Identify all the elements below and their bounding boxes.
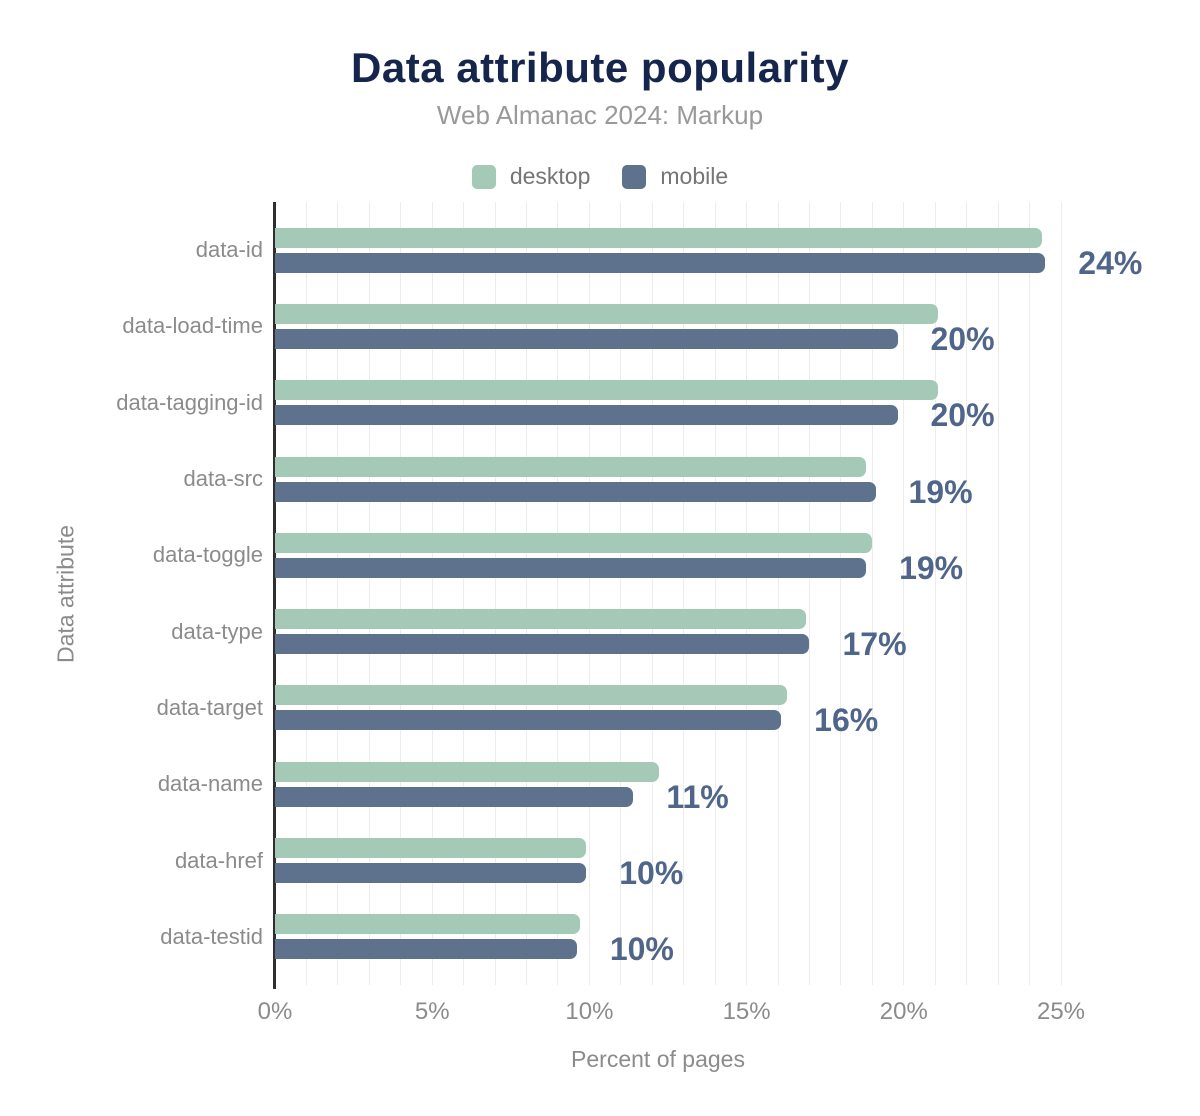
gridline xyxy=(494,202,496,985)
gridline xyxy=(871,202,873,985)
category-label: data-href xyxy=(174,847,263,873)
x-tick-label: 20% xyxy=(879,998,928,1025)
gridline xyxy=(714,202,716,985)
gridline xyxy=(557,202,559,985)
mobile-bar xyxy=(275,939,577,960)
value-label: 10% xyxy=(609,931,674,968)
category-label: data-type xyxy=(171,618,263,644)
chart-subtitle: Web Almanac 2024: Markup xyxy=(436,100,764,130)
mobile-bar xyxy=(275,634,810,655)
x-tick-label: 25% xyxy=(1036,998,1086,1025)
value-label: 20% xyxy=(930,397,995,434)
gridline xyxy=(620,202,622,985)
value-label: 19% xyxy=(908,473,973,510)
value-label: 11% xyxy=(666,778,729,815)
desktop-bar xyxy=(275,456,867,477)
x-tick-label: 0% xyxy=(257,998,293,1025)
mobile-bar xyxy=(275,557,867,578)
bar-group-data-target: 16% xyxy=(275,670,1061,746)
category-label: data-src xyxy=(183,466,263,492)
mobile-bar xyxy=(275,405,898,426)
mobile-bar xyxy=(275,328,898,349)
legend-label: desktop xyxy=(509,163,591,189)
bar-group-data-href: 10% xyxy=(275,822,1061,898)
y-axis-line xyxy=(273,202,276,989)
mobile-bar xyxy=(275,863,587,884)
desktop-bar xyxy=(275,685,788,706)
category-label: data-load-time xyxy=(122,313,263,339)
desktop-bar xyxy=(275,761,659,782)
value-label: 16% xyxy=(814,702,879,739)
desktop-bar xyxy=(275,380,939,401)
gridline xyxy=(368,202,370,985)
legend-item-mobile: mobile xyxy=(622,163,728,190)
mobile-bar xyxy=(275,786,634,807)
chart-title: Data attribute popularity xyxy=(351,44,849,91)
gridline xyxy=(808,202,810,985)
gridline xyxy=(651,202,653,985)
bar-group-data-src: 19% xyxy=(275,441,1061,517)
value-label: 24% xyxy=(1078,244,1143,281)
category-label: data-id xyxy=(195,237,263,263)
desktop-bar xyxy=(275,838,587,859)
gridline xyxy=(526,202,528,985)
mobile-bar xyxy=(275,252,1046,273)
gridline xyxy=(840,202,842,985)
gridline xyxy=(463,202,465,985)
desktop-bar xyxy=(275,609,807,630)
gridline xyxy=(997,202,999,985)
legend-swatch-icon xyxy=(471,164,496,189)
bar-group-data-testid: 10% xyxy=(275,899,1061,975)
value-label: 17% xyxy=(842,626,907,663)
gridline xyxy=(777,202,779,985)
bar-group-data-type: 17% xyxy=(275,594,1061,670)
gridline xyxy=(431,202,433,985)
legend-item-desktop: desktop xyxy=(471,163,591,190)
gridline xyxy=(588,202,590,985)
legend-swatch-icon xyxy=(622,164,647,189)
legend-label: mobile xyxy=(660,163,729,189)
x-tick-label: 10% xyxy=(565,998,614,1025)
gridline xyxy=(400,202,402,985)
category-label: data-target xyxy=(156,694,263,720)
desktop-bar xyxy=(275,227,1043,248)
value-label: 10% xyxy=(619,855,684,892)
plot-area: 24% 20% 20% 19% 19% 17% 16% 11% 10% 10% xyxy=(273,202,1142,989)
gridline xyxy=(305,202,307,985)
gridline xyxy=(337,202,339,985)
legend: desktop mobile xyxy=(0,163,1200,190)
x-axis-title: Percent of pages xyxy=(571,1046,745,1072)
gridline xyxy=(683,202,685,985)
bar-group-data-name: 11% xyxy=(275,746,1061,822)
mobile-bar xyxy=(275,481,876,502)
bar-group-data-toggle: 19% xyxy=(275,517,1061,593)
category-axis-labels: data-id data-load-time data-tagging-id data… xyxy=(0,212,263,975)
gridline xyxy=(903,202,905,985)
category-label: data-name xyxy=(157,771,263,797)
x-tick-label: 5% xyxy=(414,998,450,1025)
value-label: 20% xyxy=(930,320,995,357)
desktop-bar xyxy=(275,303,939,324)
bar-group-data-id: 24% xyxy=(275,212,1142,288)
desktop-bar xyxy=(275,914,580,935)
bar-group-data-tagging-id: 20% xyxy=(275,365,1061,441)
gridline xyxy=(934,202,936,985)
value-label: 19% xyxy=(899,549,964,586)
x-tick-label: 15% xyxy=(722,998,771,1025)
gridline xyxy=(746,202,748,985)
category-label: data-testid xyxy=(160,923,263,949)
category-label: data-toggle xyxy=(152,542,263,568)
bar-group-data-load-time: 20% xyxy=(275,288,1061,364)
gridline xyxy=(1029,202,1031,985)
gridline xyxy=(966,202,968,985)
gridline xyxy=(1060,202,1062,985)
desktop-bar xyxy=(275,532,873,553)
mobile-bar xyxy=(275,710,782,731)
category-label: data-tagging-id xyxy=(116,389,263,415)
